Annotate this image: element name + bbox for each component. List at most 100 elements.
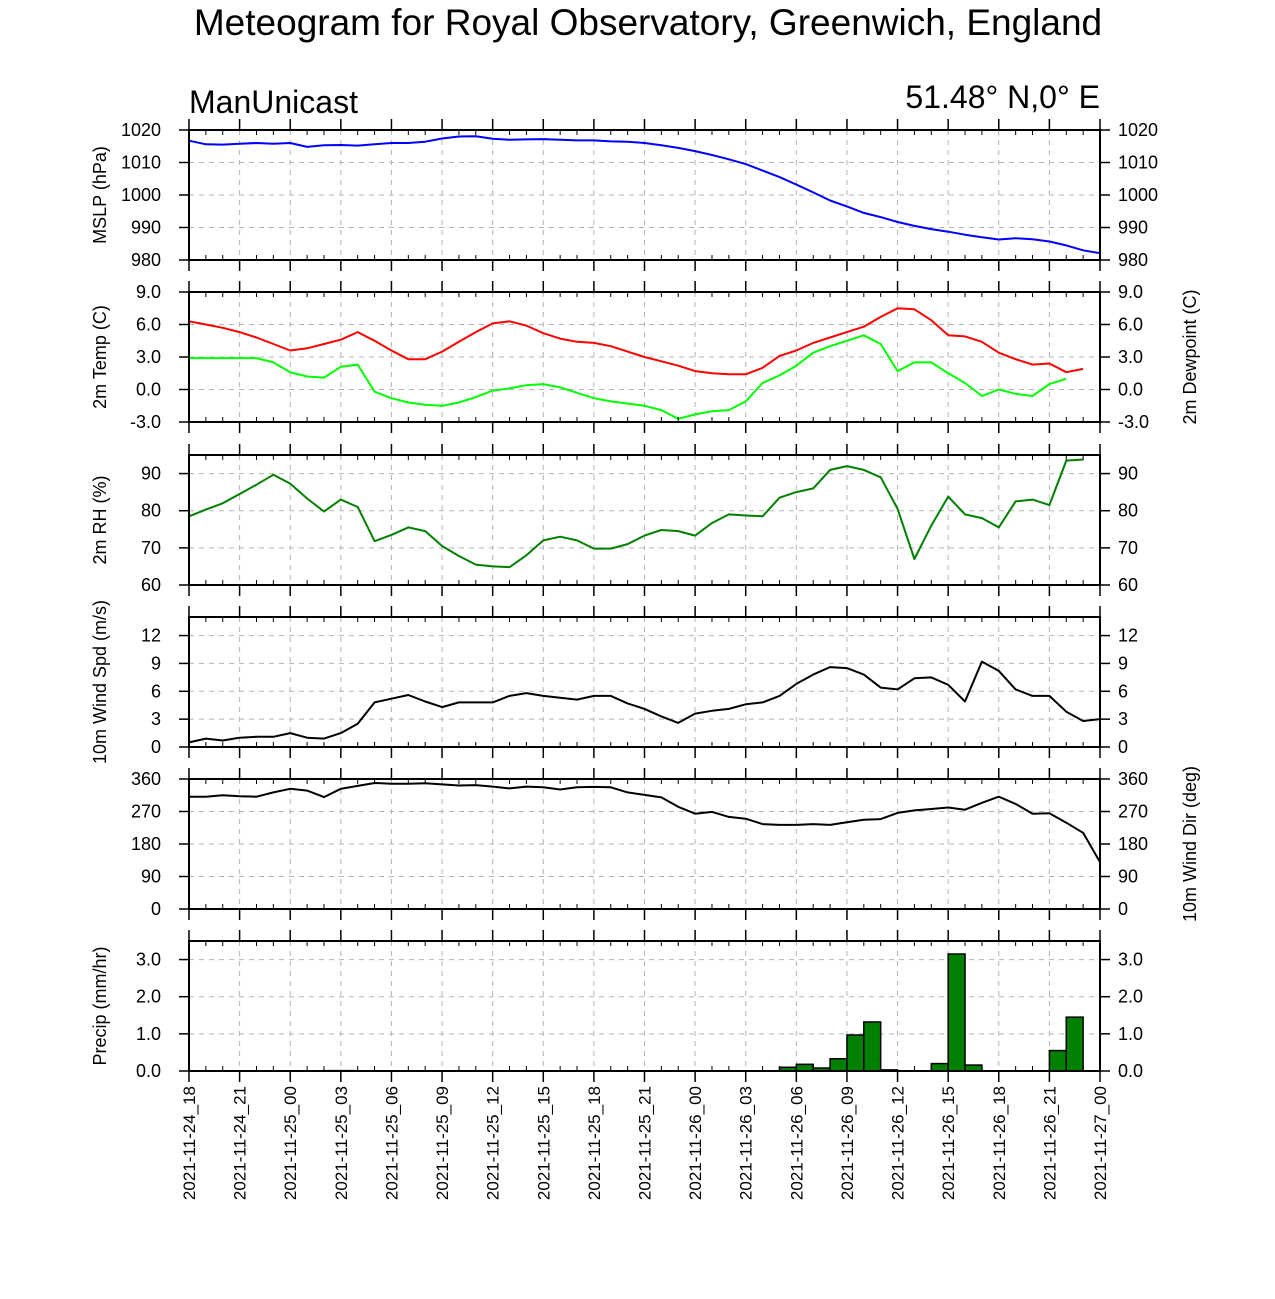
- y-tick-label-right: 0: [1118, 899, 1128, 919]
- x-tick-label: 2021-11-26_00: [686, 1086, 705, 1200]
- y-tick-label-right: 360: [1118, 769, 1148, 789]
- y-tick-label-left: 0.0: [136, 1061, 161, 1081]
- x-tick-label: 2021-11-25_21: [636, 1086, 655, 1200]
- y-tick-label-right: 3: [1118, 709, 1128, 729]
- series-line-wind: [189, 782, 1101, 863]
- x-tick-label: 2021-11-27_00: [1091, 1086, 1110, 1200]
- series-line-temp: [188, 307, 1084, 376]
- station-coordinates: 51.48° N,0° E: [905, 79, 1100, 115]
- y-tick-label-left: 180: [131, 834, 161, 854]
- y-tick-label-left: 980: [131, 250, 161, 270]
- y-tick-label-left: 80: [141, 501, 161, 521]
- series-line-rh: [188, 458, 1084, 569]
- precip-bar: [930, 1062, 949, 1072]
- precip-bar: [795, 1063, 814, 1072]
- y-tick-label-left: 6: [151, 681, 161, 701]
- x-tick-label: 2021-11-26_18: [990, 1086, 1009, 1200]
- x-tick-label: 2021-11-25_18: [585, 1086, 604, 1200]
- y-tick-label-right: 1000: [1118, 185, 1158, 205]
- y-tick-label-left: 1000: [121, 185, 161, 205]
- y-axis-label-right: 2m Dewpoint (C): [1180, 289, 1200, 424]
- y-tick-label-right: 0.0: [1118, 380, 1143, 400]
- x-tick-label: 2021-11-24_21: [231, 1086, 250, 1200]
- y-tick-label-left: -3.0: [130, 412, 161, 432]
- x-tick-label: 2021-11-24_18: [180, 1086, 199, 1200]
- y-tick-label-left: 1020: [121, 120, 161, 140]
- precip-bar: [947, 953, 966, 1072]
- panel-2: 9.0 9.0 6.0 6.0 3.0 3.0 0.0 0.0 -3.0 -3.0 2m Temp …: [90, 281, 1200, 433]
- y-tick-label-left: 3.0: [136, 950, 161, 970]
- y-tick-label-left: 6.0: [136, 315, 161, 335]
- y-tick-label-left: 90: [141, 867, 161, 887]
- y-tick-label-right: 6.0: [1118, 315, 1143, 335]
- x-tick-label: 2021-11-26_06: [787, 1086, 806, 1200]
- chart-title: Meteogram for Royal Observatory, Greenwi…: [194, 2, 1102, 43]
- y-tick-label-right: 3.0: [1118, 347, 1143, 367]
- y-tick-label-left: 3: [151, 709, 161, 729]
- x-tick-labels: 2021-11-24_18 2021-11-24_21 2021-11-25_00 2…: [180, 1086, 1110, 1200]
- y-axis-label-left: 2m RH (%): [90, 476, 110, 565]
- x-tick-label: 2021-11-25_12: [484, 1086, 503, 1200]
- y-tick-label-right: 1020: [1118, 120, 1158, 140]
- precip-bar: [863, 1021, 882, 1072]
- series-line-mslp: [188, 135, 1101, 260]
- precip-bar: [1065, 1016, 1084, 1072]
- y-tick-label-right: 70: [1118, 538, 1138, 558]
- y-tick-label-right: 6: [1118, 681, 1128, 701]
- panel-5: 360 360 270 270 180 180 90 90 0 0 10m Wind Dir (de…: [131, 766, 1200, 922]
- panel-3: 90 90 80 80 70 70 60 60 2m RH (%): [90, 444, 1138, 596]
- x-tick-label: 2021-11-26_03: [737, 1086, 756, 1200]
- x-tick-label: 2021-11-26_09: [838, 1086, 857, 1200]
- y-tick-label-right: 3.0: [1118, 950, 1143, 970]
- y-tick-label-left: 9: [151, 653, 161, 673]
- y-tick-label-right: 90: [1118, 464, 1138, 484]
- y-tick-label-left: 0.0: [136, 380, 161, 400]
- y-tick-label-right: 9: [1118, 653, 1128, 673]
- y-tick-label-left: 990: [131, 218, 161, 238]
- y-tick-label-left: 270: [131, 802, 161, 822]
- y-tick-label-right: 0.0: [1118, 1061, 1143, 1081]
- y-tick-label-left: 360: [131, 769, 161, 789]
- precip-bar: [1048, 1049, 1068, 1072]
- y-axis-label-left: MSLP (hPa): [90, 146, 110, 244]
- x-tick-label: 2021-11-25_15: [534, 1086, 553, 1200]
- series-line-wind: [188, 660, 1101, 744]
- y-tick-label-right: 0: [1118, 737, 1128, 757]
- y-tick-label-right: 990: [1118, 218, 1148, 238]
- y-tick-label-right: 9.0: [1118, 282, 1143, 302]
- y-tick-label-left: 1.0: [136, 1024, 161, 1044]
- y-tick-label-right: 270: [1118, 802, 1148, 822]
- y-axis-label-left: 10m Wind Spd (m/s): [90, 600, 110, 764]
- series-line-dewpoint: [189, 334, 1067, 420]
- y-tick-label-left: 3.0: [136, 347, 161, 367]
- y-tick-label-right: 90: [1118, 867, 1138, 887]
- y-tick-label-right: 180: [1118, 834, 1148, 854]
- x-tick-label: 2021-11-26_21: [1040, 1086, 1059, 1200]
- x-tick-label: 2021-11-25_09: [433, 1086, 452, 1200]
- x-tick-label: 2021-11-26_12: [889, 1086, 908, 1200]
- x-tick-label: 2021-11-26_15: [939, 1086, 958, 1200]
- x-tick-label: 2021-11-25_06: [382, 1086, 401, 1200]
- y-tick-label-left: 70: [141, 538, 161, 558]
- y-tick-label-left: 90: [141, 464, 161, 484]
- x-tick-label: 2021-11-25_03: [332, 1086, 351, 1200]
- panel-4: 12 12 9 9 6 6 3 3 0 0 10m Wind Spd (m/s): [90, 600, 1138, 764]
- y-tick-label-right: 80: [1118, 501, 1138, 521]
- y-tick-label-right: 60: [1118, 575, 1138, 595]
- y-tick-label-left: 60: [141, 575, 161, 595]
- y-axis-label-left: 2m Temp (C): [90, 305, 110, 409]
- y-tick-label-right: 12: [1118, 626, 1138, 646]
- y-tick-label-left: 2.0: [136, 987, 161, 1007]
- x-tick-label: 2021-11-25_00: [281, 1086, 300, 1200]
- y-tick-label-left: 1010: [121, 153, 161, 173]
- y-tick-label-left: 0: [151, 899, 161, 919]
- y-tick-label-left: 12: [141, 626, 161, 646]
- y-tick-label-left: 0: [151, 737, 161, 757]
- panel-1: 1020 1020 1010 1010 1000 1000 990 990 980 980 MSLP…: [90, 119, 1158, 271]
- y-tick-label-right: 2.0: [1118, 987, 1143, 1007]
- station-name: ManUnicast: [189, 84, 358, 120]
- y-tick-label-right: 1.0: [1118, 1024, 1143, 1044]
- y-axis-label-right: 10m Wind Dir (deg): [1180, 766, 1200, 922]
